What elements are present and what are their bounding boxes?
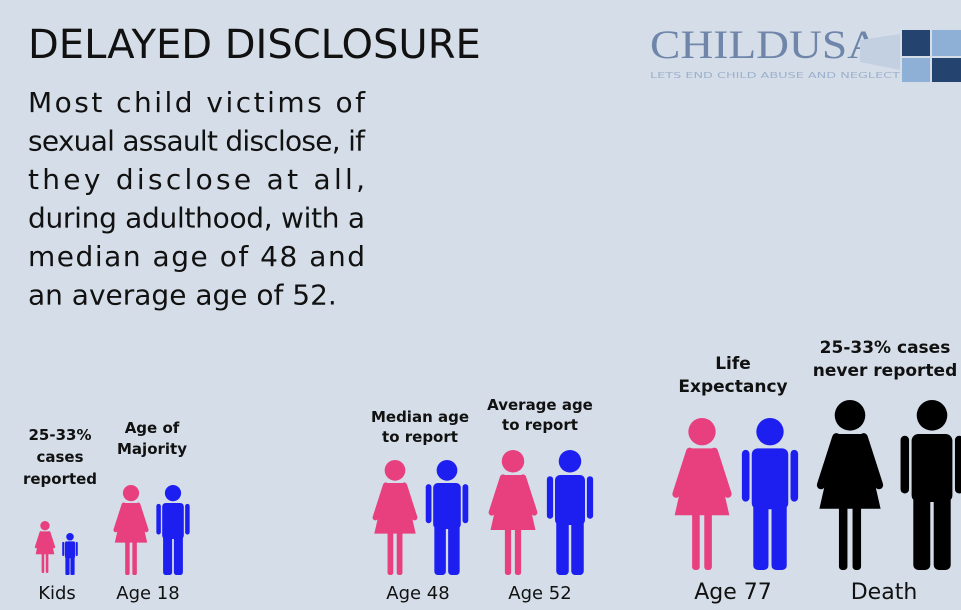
group-label: Kids xyxy=(38,583,76,604)
arm xyxy=(955,436,961,494)
leg xyxy=(571,520,584,575)
arm xyxy=(185,504,190,535)
leg xyxy=(556,520,569,575)
paragraph-line: Most child victims of xyxy=(28,86,366,119)
group-label: Death xyxy=(851,580,918,605)
arm xyxy=(742,450,750,502)
head xyxy=(385,460,406,481)
group-caption: 25-33% xyxy=(28,426,91,444)
group-caption: to report xyxy=(502,416,578,434)
leg xyxy=(753,503,768,570)
head xyxy=(165,485,181,501)
paragraph-line: an average age of 52. xyxy=(28,279,337,312)
arm xyxy=(463,484,469,523)
group-caption: cases xyxy=(36,448,83,466)
torso xyxy=(555,475,585,525)
leg xyxy=(42,553,45,573)
leg xyxy=(125,541,129,575)
leg xyxy=(853,505,862,570)
group-caption: Expectancy xyxy=(678,377,787,397)
arm xyxy=(156,504,161,535)
arm xyxy=(426,484,432,523)
leg xyxy=(434,524,446,575)
arm xyxy=(76,542,78,556)
torso xyxy=(433,483,461,529)
logo-name: CHILDUSA xyxy=(650,22,880,67)
leg xyxy=(772,503,787,570)
head xyxy=(917,400,948,431)
paragraph-line: median age of 48 and xyxy=(28,240,365,273)
group-label: Age 48 xyxy=(386,583,449,604)
group-caption: Age of xyxy=(125,419,180,437)
title: DELAYED DISCLOSURE xyxy=(28,22,481,68)
arm xyxy=(547,476,553,519)
leg xyxy=(839,505,848,570)
torso xyxy=(912,434,953,502)
arm xyxy=(587,476,593,519)
leg xyxy=(132,541,137,575)
head xyxy=(66,533,74,541)
leg xyxy=(65,557,69,575)
group-caption: Average age xyxy=(487,396,593,414)
torso xyxy=(65,541,75,558)
infographic: DELAYED DISCLOSURE CHILDUSA LETS END CHI… xyxy=(0,0,961,610)
arm xyxy=(901,436,910,494)
group-caption: Median age xyxy=(371,408,469,426)
leg xyxy=(692,512,700,570)
group-caption: reported xyxy=(23,470,97,488)
group-caption: Majority xyxy=(117,440,187,458)
head xyxy=(756,418,783,445)
group-label: Age 52 xyxy=(508,583,571,604)
head xyxy=(688,418,715,445)
group-label: Age 18 xyxy=(116,583,179,604)
leg xyxy=(46,553,49,573)
head xyxy=(559,450,582,473)
head xyxy=(40,521,49,530)
arm xyxy=(791,450,799,502)
group-caption: to report xyxy=(382,428,458,446)
leg xyxy=(70,557,74,575)
torso xyxy=(162,503,184,539)
head xyxy=(835,400,866,431)
leg xyxy=(163,535,172,575)
paragraph-line: sexual assault disclose, if xyxy=(28,125,366,158)
group-caption: Life xyxy=(715,354,751,374)
group-caption: never reported xyxy=(813,361,958,381)
paragraph-line: during adulthood, with a xyxy=(28,202,365,235)
head xyxy=(123,485,139,501)
logo-tagline: LETS END CHILD ABUSE AND NEGLECT xyxy=(650,71,900,80)
paragraph-line: they disclose at all, xyxy=(28,163,365,196)
leg xyxy=(397,531,403,575)
torso xyxy=(752,448,788,509)
head xyxy=(502,450,525,473)
leg xyxy=(505,528,511,576)
leg xyxy=(515,528,521,576)
leg xyxy=(388,531,394,575)
head xyxy=(437,460,458,481)
arm xyxy=(62,542,64,556)
group-caption: 25-33% cases xyxy=(820,338,951,358)
leg xyxy=(934,495,951,570)
leg xyxy=(913,495,930,570)
group-label: Age 77 xyxy=(694,580,772,605)
leg xyxy=(704,512,712,570)
leg xyxy=(174,535,183,575)
leg xyxy=(448,524,460,575)
